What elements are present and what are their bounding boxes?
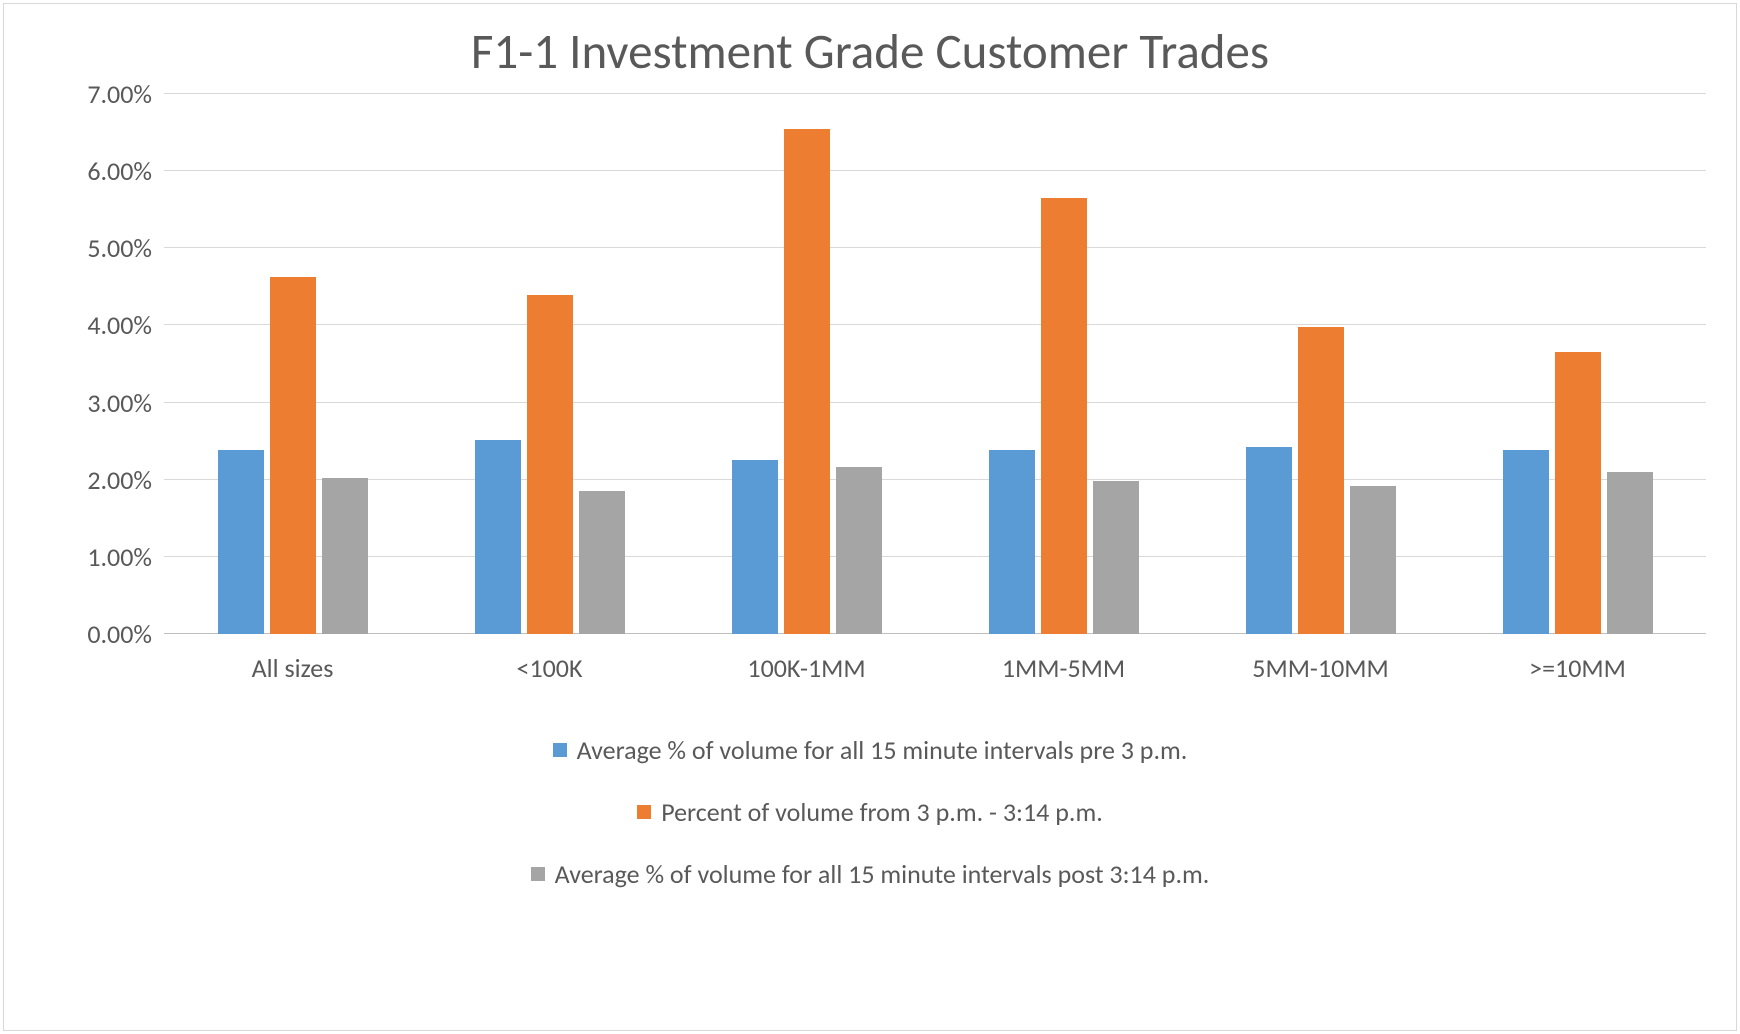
y-tick-label: 6.00% <box>87 155 152 187</box>
y-tick-label: 1.00% <box>87 541 152 573</box>
x-tick-label: >=10MM <box>1529 652 1626 684</box>
y-tick-label: 2.00% <box>87 464 152 496</box>
legend-label: Percent of volume from 3 p.m. - 3:14 p.m… <box>661 796 1103 828</box>
gridline <box>164 402 1706 403</box>
legend-item: Percent of volume from 3 p.m. - 3:14 p.m… <box>637 796 1103 828</box>
gridline <box>164 247 1706 248</box>
bar <box>1350 486 1396 634</box>
bar <box>1555 352 1601 634</box>
bar <box>322 478 368 634</box>
chart-outer: F1-1 Investment Grade Customer Trades 0.… <box>0 0 1740 1034</box>
bar-group <box>1503 352 1653 634</box>
bar <box>1246 447 1292 634</box>
bar-group <box>475 295 625 634</box>
gridline <box>164 479 1706 480</box>
plot-area <box>164 94 1706 634</box>
bar <box>836 467 882 634</box>
gridline <box>164 324 1706 325</box>
y-tick-label: 4.00% <box>87 309 152 341</box>
x-axis: All sizes <100K 100K-1MM 1MM-5MM 5MM-10MM >=1… <box>4 634 1736 704</box>
bar <box>1607 472 1653 634</box>
plot-wrap: 0.00%1.00%2.00%3.00%4.00%5.00%6.00%7.00% <box>4 94 1736 634</box>
y-tick-label: 0.00% <box>87 618 152 650</box>
bar <box>732 460 778 634</box>
x-tick-label: All sizes <box>252 652 334 684</box>
gridline <box>164 170 1706 171</box>
x-tick-label: 1MM-5MM <box>1002 652 1125 684</box>
y-tick-label: 7.00% <box>87 78 152 110</box>
y-axis: 0.00%1.00%2.00%3.00%4.00%5.00%6.00%7.00% <box>24 94 164 634</box>
gridline <box>164 93 1706 94</box>
y-tick-label: 3.00% <box>87 387 152 419</box>
bar <box>1041 198 1087 634</box>
chart-title: F1-1 Investment Grade Customer Trades <box>4 4 1736 94</box>
bar <box>1503 450 1549 634</box>
bar <box>1298 327 1344 634</box>
x-tick-label: <100K <box>517 652 583 684</box>
bar <box>527 295 573 634</box>
gridline <box>164 556 1706 557</box>
legend-swatch <box>637 805 651 819</box>
x-tick-label: 5MM-10MM <box>1252 652 1388 684</box>
legend-swatch <box>553 743 567 757</box>
bar-group <box>218 277 368 634</box>
bar <box>579 491 625 634</box>
legend-item: Average % of volume for all 15 minute in… <box>531 858 1210 890</box>
chart-frame: F1-1 Investment Grade Customer Trades 0.… <box>3 3 1737 1031</box>
x-tick-label: 100K-1MM <box>747 652 865 684</box>
bar <box>475 440 521 634</box>
bar <box>784 129 830 634</box>
bar <box>1093 481 1139 634</box>
legend-label: Average % of volume for all 15 minute in… <box>555 858 1210 890</box>
legend-item: Average % of volume for all 15 minute in… <box>553 734 1188 766</box>
legend-label: Average % of volume for all 15 minute in… <box>577 734 1188 766</box>
bar-group <box>1246 327 1396 634</box>
x-labels: All sizes <100K 100K-1MM 1MM-5MM 5MM-10MM >=1… <box>164 634 1706 704</box>
bar-group <box>732 129 882 634</box>
legend: Average % of volume for all 15 minute in… <box>4 704 1736 1030</box>
legend-swatch <box>531 867 545 881</box>
bar <box>218 450 264 634</box>
y-tick-label: 5.00% <box>87 232 152 264</box>
bar-group <box>989 198 1139 634</box>
bar <box>989 450 1035 634</box>
bar <box>270 277 316 634</box>
